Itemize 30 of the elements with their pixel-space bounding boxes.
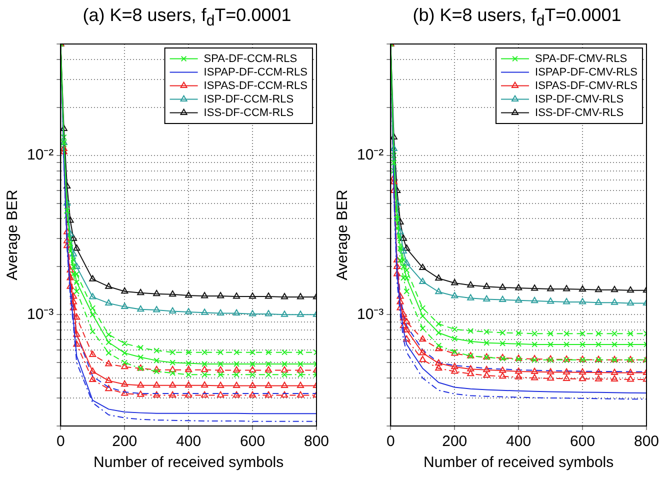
y-axis-title: Average BER xyxy=(4,190,22,280)
y-tick-label: 10⁻³ xyxy=(26,306,54,323)
x-tick-label: 400 xyxy=(176,433,202,450)
x-tick-label: 0 xyxy=(386,433,395,450)
legend-label: ISPAP-DF-CMV-RLS xyxy=(535,66,638,78)
x-tick-label: 600 xyxy=(570,433,596,450)
x-axis-title: Number of received symbols xyxy=(94,454,284,472)
x-tick-label: 400 xyxy=(506,433,532,450)
legend-label: ISP-DF-CMV-RLS xyxy=(535,93,624,106)
x-tick-label: 800 xyxy=(304,433,329,450)
x-tick-label: 0 xyxy=(56,433,65,450)
y-axis-title: Average BER xyxy=(334,190,352,280)
legend-label: SPA-DF-CCM-RLS xyxy=(204,52,298,65)
legend-label: ISPAP-DF-CCM-RLS xyxy=(204,66,308,78)
y-tick-label: 10⁻² xyxy=(356,146,384,164)
x-tick-label: 200 xyxy=(442,433,468,450)
chart-title: (b) K=8 users, f$_{d}$T=0.0001 xyxy=(412,4,622,32)
legend-label: ISS-DF-CCM-RLS xyxy=(204,106,294,119)
x-tick-label: 800 xyxy=(634,433,659,450)
legend-label: ISPAS-DF-CMV-RLS xyxy=(535,80,638,92)
x-axis-title: Number of received symbols xyxy=(424,454,614,472)
x-tick-label: 600 xyxy=(240,433,266,450)
legend-label: ISPAS-DF-CCM-RLS xyxy=(204,80,308,92)
y-tick-label: 10⁻³ xyxy=(356,306,384,323)
legend-label: ISS-DF-CMV-RLS xyxy=(535,106,624,119)
chart-title: (a) K=8 users, f$_{d}$T=0.0001 xyxy=(82,4,292,32)
x-tick-label: 200 xyxy=(112,433,138,450)
y-tick-label: 10⁻² xyxy=(26,146,54,164)
legend-label: ISP-DF-CCM-RLS xyxy=(204,93,294,106)
legend-label: SPA-DF-CMV-RLS xyxy=(535,52,628,65)
